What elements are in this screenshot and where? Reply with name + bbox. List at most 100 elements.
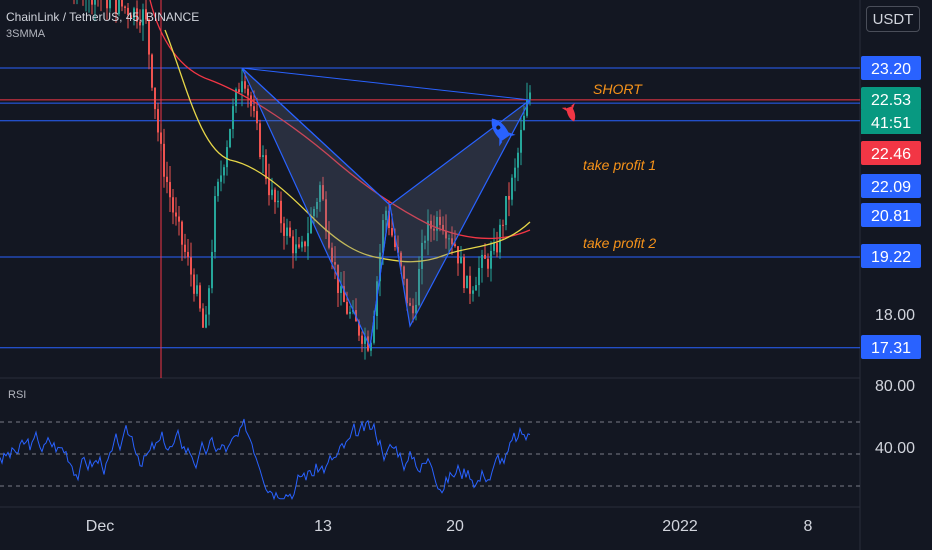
price-label: 22.53 xyxy=(871,92,911,109)
candle-body xyxy=(520,129,522,153)
candle-body xyxy=(469,275,471,294)
chart-title: ChainLink / TetherUS, 45, BINANCE xyxy=(6,10,200,24)
pattern-triangle-left xyxy=(241,67,391,350)
candle-body xyxy=(130,15,132,19)
harmonic-pattern xyxy=(241,67,531,350)
candle-body xyxy=(457,246,459,264)
candle-body xyxy=(139,21,141,26)
rocket-icon xyxy=(491,118,516,147)
countdown-label: 41:51 xyxy=(871,115,911,132)
rsi-pane xyxy=(0,418,860,501)
x-tick-label: 8 xyxy=(804,518,813,535)
candle-body xyxy=(142,9,144,26)
candle-body xyxy=(310,216,312,234)
candle-body xyxy=(454,244,456,247)
candle-body xyxy=(127,7,129,16)
candle-body xyxy=(526,99,528,116)
candle-body xyxy=(331,247,333,263)
candle-body xyxy=(481,254,483,268)
rsi-label: RSI xyxy=(8,389,27,401)
candle-body xyxy=(250,95,252,107)
rsi-y-tick-label: 40.00 xyxy=(875,440,915,457)
candle-body xyxy=(163,143,165,177)
candle-body xyxy=(217,181,219,197)
candle-body xyxy=(253,106,255,112)
candle-body xyxy=(502,224,504,226)
indicator-label: 3SMMA xyxy=(6,28,46,40)
candle-body xyxy=(232,106,234,130)
candle-body xyxy=(316,201,318,210)
candle-body xyxy=(172,197,174,213)
price-label-box xyxy=(861,87,921,111)
candle-body xyxy=(157,109,159,133)
candle-body xyxy=(268,179,270,196)
candle-body xyxy=(304,241,306,247)
ma-red-line xyxy=(149,0,531,240)
candle-body xyxy=(439,216,441,225)
candle-body xyxy=(178,216,180,222)
candle-body xyxy=(373,315,375,343)
candle-body xyxy=(241,81,243,93)
candle-body xyxy=(484,254,486,259)
candle-body xyxy=(208,288,210,315)
candle-body xyxy=(391,228,393,236)
candle-body xyxy=(121,0,123,7)
candle-body xyxy=(385,210,387,221)
candle-body xyxy=(448,238,450,240)
candle-body xyxy=(106,0,108,9)
candle-body xyxy=(262,155,264,157)
take-profit-1-annotation: take profit 1 xyxy=(583,157,657,173)
candle-body xyxy=(256,111,258,124)
price-label: 20.81 xyxy=(871,208,911,225)
candle-body xyxy=(451,238,453,245)
candle-body xyxy=(202,308,204,328)
candle-body xyxy=(181,221,183,245)
price-label: 23.20 xyxy=(871,61,911,78)
candle-body xyxy=(478,267,480,286)
pattern-triangle-right xyxy=(389,99,531,328)
candle-body xyxy=(244,81,246,89)
candle-body xyxy=(517,152,519,168)
candle-body xyxy=(265,155,267,180)
candle-body xyxy=(499,224,501,253)
candle-body xyxy=(334,262,336,265)
candle-body xyxy=(514,167,516,178)
candle-body xyxy=(223,167,225,176)
currency-button[interactable]: USDT xyxy=(866,6,920,32)
candle-body xyxy=(445,230,447,239)
candle-body xyxy=(259,123,261,157)
price-label: 19.22 xyxy=(871,249,911,266)
rsi-line xyxy=(0,418,531,501)
candle-body xyxy=(235,89,237,107)
candle-body xyxy=(184,244,186,252)
candle-body xyxy=(400,252,402,267)
candle-body xyxy=(289,227,291,237)
candle-body xyxy=(124,6,126,8)
price-label-box xyxy=(861,244,921,268)
candle-body xyxy=(322,185,324,200)
candle-body xyxy=(301,241,303,248)
candle-body xyxy=(280,200,282,224)
candle-body xyxy=(175,212,177,217)
candle-body xyxy=(313,209,315,217)
candle-body xyxy=(418,268,420,305)
candle-body xyxy=(427,220,429,241)
rsi-y-tick-label: 80.00 xyxy=(875,378,915,395)
candle-body xyxy=(364,336,366,344)
candle-body xyxy=(325,199,327,232)
candle-body xyxy=(475,285,477,291)
candle-body xyxy=(277,200,279,203)
falling-rocket-icon xyxy=(561,103,576,122)
candle-body xyxy=(337,264,339,293)
candle-body xyxy=(403,266,405,279)
price-label: 22.46 xyxy=(871,146,911,163)
candle-body xyxy=(472,290,474,294)
candle-body xyxy=(460,256,462,264)
candle-body xyxy=(151,54,153,88)
candle-body xyxy=(412,305,414,314)
countdown-box xyxy=(861,110,921,134)
candle-body xyxy=(292,236,294,254)
candle-body xyxy=(424,240,426,243)
price-label-box xyxy=(861,335,921,359)
